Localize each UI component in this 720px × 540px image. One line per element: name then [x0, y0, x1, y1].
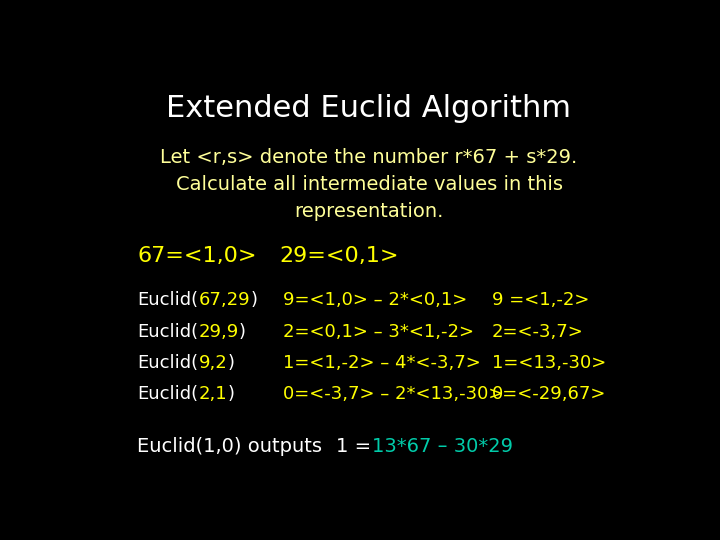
Text: Euclid(: Euclid( — [138, 322, 199, 341]
Text: 2,1: 2,1 — [199, 385, 228, 403]
Text: 0=<-29,67>: 0=<-29,67> — [492, 385, 606, 403]
Text: Euclid(1,0) outputs: Euclid(1,0) outputs — [138, 437, 323, 456]
Text: 1 =: 1 = — [336, 437, 377, 456]
Text: 13*67 – 30*29: 13*67 – 30*29 — [372, 437, 513, 456]
Text: 9 =<1,-2>: 9 =<1,-2> — [492, 292, 589, 309]
Text: 0=<-3,7> – 2*<13,-30>: 0=<-3,7> – 2*<13,-30> — [282, 385, 503, 403]
Text: Euclid(: Euclid( — [138, 354, 199, 372]
Text: ): ) — [228, 354, 234, 372]
Text: Let <r,s> denote the number r*67 + s*29.: Let <r,s> denote the number r*67 + s*29. — [161, 148, 577, 167]
Text: ): ) — [239, 322, 246, 341]
Text: 29=<0,1>: 29=<0,1> — [280, 246, 399, 266]
Text: ): ) — [228, 385, 234, 403]
Text: Calculate all intermediate values in this: Calculate all intermediate values in thi… — [176, 175, 562, 194]
Text: 2=<-3,7>: 2=<-3,7> — [492, 322, 583, 341]
Text: ): ) — [250, 292, 257, 309]
Text: Extended Euclid Algorithm: Extended Euclid Algorithm — [166, 94, 572, 123]
Text: Euclid(: Euclid( — [138, 292, 199, 309]
Text: 1=<13,-30>: 1=<13,-30> — [492, 354, 606, 372]
Text: 1=<1,-2> – 4*<-3,7>: 1=<1,-2> – 4*<-3,7> — [282, 354, 480, 372]
Text: 9,2: 9,2 — [199, 354, 228, 372]
Text: 67=<1,0>: 67=<1,0> — [138, 246, 257, 266]
Text: 9=<1,0> – 2*<0,1>: 9=<1,0> – 2*<0,1> — [282, 292, 467, 309]
Text: Euclid(: Euclid( — [138, 385, 199, 403]
Text: 67,29: 67,29 — [199, 292, 250, 309]
Text: representation.: representation. — [294, 202, 444, 221]
Text: 2=<0,1> – 3*<1,-2>: 2=<0,1> – 3*<1,-2> — [282, 322, 474, 341]
Text: 29,9: 29,9 — [199, 322, 239, 341]
